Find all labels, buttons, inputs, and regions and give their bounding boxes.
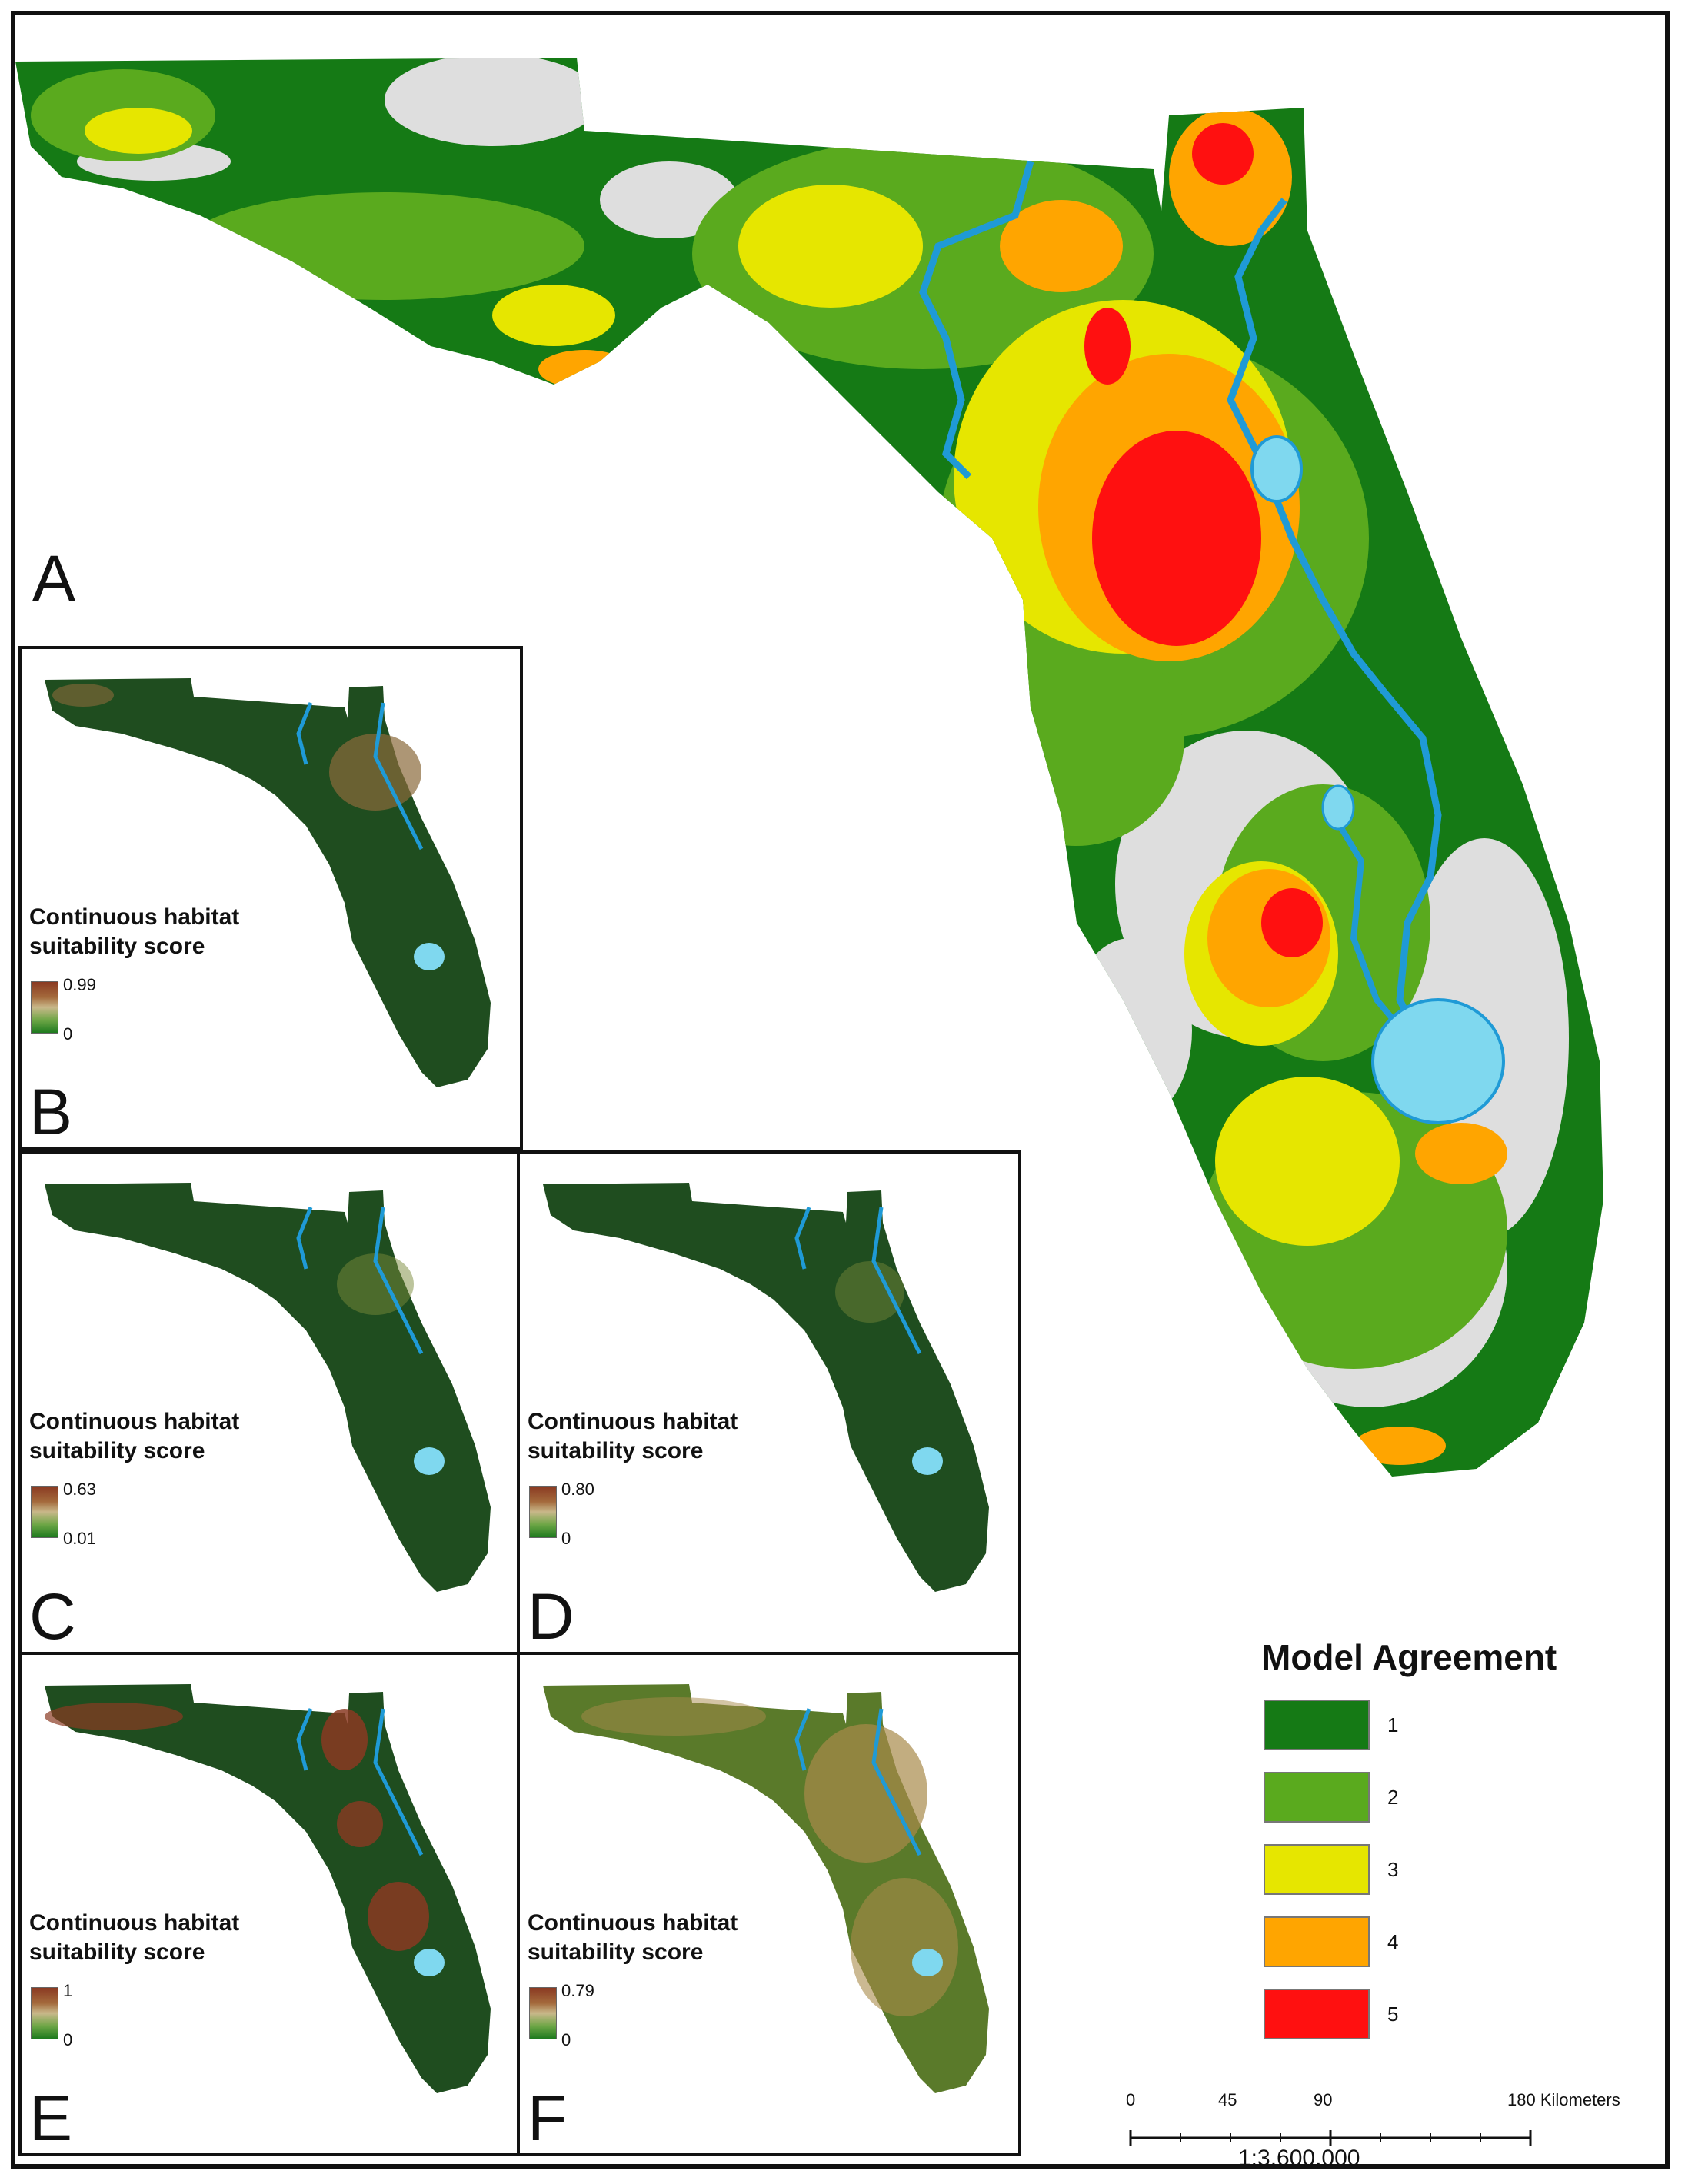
- ramp-max-label: 0.99: [63, 975, 96, 994]
- scale-tick-90: 90: [1314, 2090, 1333, 2109]
- color-ramp: [529, 1987, 557, 2039]
- color-ramp: [31, 981, 58, 1034]
- lake-george: [1250, 435, 1303, 503]
- lake-okeechobee: [1371, 998, 1505, 1124]
- color-ramp: [31, 1987, 58, 2039]
- legend-title-line1: Continuous habitat: [29, 1910, 240, 1936]
- legend-label-5: 5: [1387, 2003, 1399, 2026]
- ramp-max-label: 0.80: [561, 1480, 594, 1499]
- inset-map-d: [543, 1183, 989, 1592]
- scale-ratio: 1:3,600,000: [1238, 2146, 1360, 2171]
- ramp-min-label: 0.01: [63, 1529, 96, 1548]
- inset-panel-b: Continuous habitat suitability score 0.9…: [18, 646, 523, 1150]
- ramp-min-label: 0: [63, 1024, 73, 1044]
- legend-swatch-4: [1264, 1916, 1370, 1967]
- legend-swatch-3: [1264, 1844, 1370, 1895]
- ramp-min-label: 0: [63, 2030, 73, 2049]
- scale-tick-180: 180 Kilometers: [1507, 2090, 1620, 2109]
- legend-label-2: 2: [1387, 1786, 1399, 1809]
- legend-label-3: 3: [1387, 1858, 1399, 1881]
- model-agreement-title: Model Agreement: [1261, 1637, 1557, 1677]
- color-ramp: [31, 1486, 58, 1538]
- legend-title-line2: suitability score: [528, 1939, 704, 1965]
- inset-map-e: [45, 1684, 491, 2093]
- legend-title-line1: Continuous habitat: [29, 904, 240, 930]
- legend-swatch-5: [1264, 1989, 1370, 2039]
- kissimmee-river: [1335, 821, 1418, 1048]
- ramp-min-label: 0: [561, 2030, 571, 2049]
- inset-panel-f: Continuous habitat suitability score 0.7…: [517, 1652, 1021, 2156]
- scale-bar: [1129, 2130, 1532, 2146]
- ramp-max-label: 0.79: [561, 1981, 594, 2000]
- lake-kissimmee: [1321, 784, 1355, 831]
- panel-letter-a: A: [32, 542, 76, 614]
- legend-label-4: 4: [1387, 1930, 1399, 1953]
- ramp-min-label: 0: [561, 1529, 571, 1548]
- inset-panel-d: Continuous habitat suitability score 0.8…: [517, 1150, 1021, 1655]
- legend-title-line1: Continuous habitat: [29, 1409, 240, 1434]
- scale-tick-45: 45: [1218, 2090, 1237, 2109]
- ramp-max-label: 0.63: [63, 1480, 96, 1499]
- inset-panel-e: Continuous habitat suitability score 1 0…: [18, 1652, 523, 2156]
- color-ramp: [529, 1486, 557, 1538]
- legend-title-line2: suitability score: [29, 1438, 205, 1463]
- legend-swatch-1: [1264, 1700, 1370, 1750]
- panel-letter-e: E: [29, 2082, 73, 2154]
- legend-label-1: 1: [1387, 1713, 1399, 1736]
- legend-title-line1: Continuous habitat: [528, 1910, 738, 1936]
- legend-title-line2: suitability score: [29, 934, 205, 959]
- inset-panel-c: Continuous habitat suitability score 0.6…: [18, 1150, 523, 1655]
- inset-map-b: [45, 678, 491, 1087]
- scale-tick-0: 0: [1126, 2090, 1136, 2109]
- panel-letter-b: B: [29, 1076, 73, 1148]
- legend-title-line2: suitability score: [29, 1939, 205, 1965]
- inset-map-c: [45, 1183, 491, 1592]
- legend-title-line1: Continuous habitat: [528, 1409, 738, 1434]
- st-johns-river: [1227, 198, 1442, 1064]
- suwannee-river: [919, 160, 1034, 480]
- panel-letter-d: D: [528, 1580, 574, 1653]
- panel-letter-c: C: [29, 1580, 76, 1653]
- legend-title-line2: suitability score: [528, 1438, 704, 1463]
- ramp-max-label: 1: [63, 1981, 73, 2000]
- legend-swatch-2: [1264, 1772, 1370, 1823]
- panel-letter-f: F: [528, 2082, 568, 2154]
- inset-map-f: [543, 1684, 989, 2093]
